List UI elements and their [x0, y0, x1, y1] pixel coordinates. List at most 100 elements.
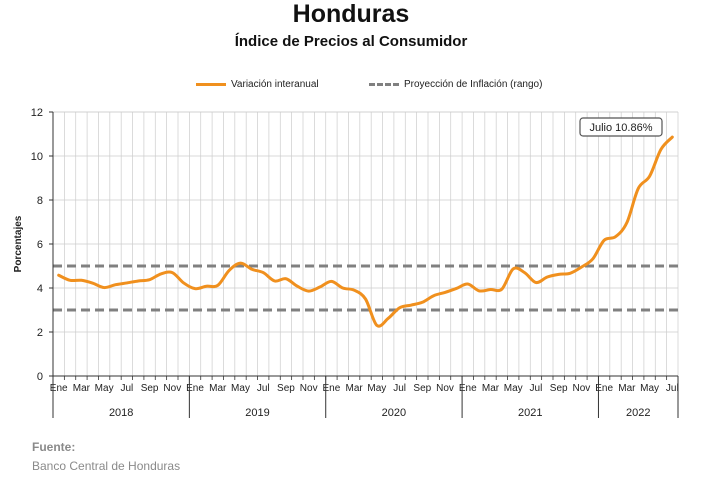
- data-point: [375, 324, 378, 327]
- data-point: [603, 239, 606, 242]
- data-point: [91, 282, 94, 285]
- data-point: [307, 289, 310, 292]
- x-month-label: Jul: [257, 383, 270, 394]
- data-point: [68, 279, 71, 282]
- x-month-label: May: [640, 383, 659, 394]
- data-point: [193, 287, 196, 290]
- data-point: [228, 269, 231, 272]
- x-month-label: Ene: [459, 383, 477, 394]
- legend-label-series: Variación interanual: [231, 79, 319, 90]
- data-point: [591, 257, 594, 260]
- x-year-label: 2020: [382, 407, 406, 419]
- data-point: [637, 187, 640, 190]
- y-tick-label: 10: [31, 151, 43, 163]
- data-point: [512, 267, 515, 270]
- x-month-label: Mar: [346, 383, 364, 394]
- data-point: [671, 135, 674, 138]
- data-point: [409, 304, 412, 307]
- x-month-label: Nov: [573, 383, 591, 394]
- x-year-label: 2021: [518, 407, 542, 419]
- x-month-label: Ene: [50, 383, 68, 394]
- x-year-label: 2022: [626, 407, 650, 419]
- x-month-label: Ene: [186, 383, 204, 394]
- x-month-label: Jul: [120, 383, 133, 394]
- legend-label-band: Proyección de Inflación (rango): [404, 79, 543, 90]
- source-value: Banco Central de Honduras: [32, 459, 181, 473]
- data-point: [387, 317, 390, 320]
- data-point: [523, 271, 526, 274]
- data-point: [148, 278, 151, 281]
- data-point: [659, 148, 662, 151]
- data-point: [330, 280, 333, 283]
- data-point: [466, 282, 469, 285]
- chart-title: Honduras: [292, 0, 410, 28]
- data-point: [57, 274, 60, 277]
- x-month-label: Mar: [482, 383, 500, 394]
- x-month-label: Ene: [595, 383, 613, 394]
- data-point: [80, 279, 83, 282]
- data-point: [625, 221, 628, 224]
- data-point: [455, 287, 458, 290]
- data-point: [489, 288, 492, 291]
- data-point: [114, 283, 117, 286]
- y-tick-label: 12: [31, 107, 43, 119]
- data-point: [262, 271, 265, 274]
- y-tick-label: 6: [37, 239, 43, 251]
- source-label: Fuente:: [32, 440, 76, 454]
- annotation-box: [579, 117, 663, 137]
- x-year-label: 2019: [245, 407, 269, 419]
- x-month-label: May: [504, 383, 523, 394]
- x-month-label: Jul: [666, 383, 679, 394]
- data-point: [239, 262, 242, 265]
- data-point: [432, 294, 435, 297]
- data-point: [500, 288, 503, 291]
- data-point: [284, 277, 287, 280]
- data-point: [568, 272, 571, 275]
- data-point: [296, 285, 299, 288]
- y-tick-label: 0: [37, 371, 43, 383]
- annotation-label: Julio 10.86%: [590, 122, 653, 134]
- x-month-label: Mar: [618, 383, 636, 394]
- data-point: [205, 285, 208, 288]
- legend-item-band: Proyección de Inflación (rango): [369, 79, 542, 90]
- y-axis-title: Porcentajes: [13, 215, 24, 272]
- data-point: [353, 289, 356, 292]
- data-point: [421, 301, 424, 304]
- x-month-label: May: [231, 383, 250, 394]
- x-month-label: Nov: [163, 383, 181, 394]
- x-month-label: Jul: [530, 383, 543, 394]
- y-tick-label: 4: [37, 283, 43, 295]
- x-year-label: 2018: [109, 407, 133, 419]
- data-point: [341, 286, 344, 289]
- y-tick-label: 2: [37, 327, 43, 339]
- x-month-label: Ene: [323, 383, 341, 394]
- data-point: [648, 175, 651, 178]
- data-point: [398, 306, 401, 309]
- reference-lines: [53, 264, 678, 312]
- x-month-label: Sep: [141, 383, 159, 394]
- annotation-layer: Julio 10.86%: [579, 117, 663, 137]
- series-line-variacion-interanual: [57, 135, 674, 328]
- data-point: [580, 266, 583, 269]
- data-point: [159, 272, 162, 275]
- data-point: [103, 286, 106, 289]
- data-point: [171, 271, 174, 274]
- data-point: [182, 281, 185, 284]
- x-month-label: May: [95, 383, 114, 394]
- chart-legend: Variación interanual Proyección de Infla…: [0, 79, 702, 95]
- legend-swatch-band: [369, 83, 399, 86]
- data-point: [546, 275, 549, 278]
- x-month-label: Sep: [277, 383, 295, 394]
- data-point: [364, 297, 367, 300]
- data-point: [443, 291, 446, 294]
- x-month-label: Mar: [209, 383, 227, 394]
- data-point: [478, 289, 481, 292]
- series-layer: [57, 135, 674, 328]
- grid: [53, 111, 679, 376]
- chart-subtitle: Índice de Precios al Consumidor: [234, 33, 468, 50]
- x-month-label: Nov: [300, 383, 318, 394]
- x-month-label: Jul: [393, 383, 406, 394]
- data-point: [273, 279, 276, 282]
- legend-item-series: Variación interanual: [196, 79, 319, 90]
